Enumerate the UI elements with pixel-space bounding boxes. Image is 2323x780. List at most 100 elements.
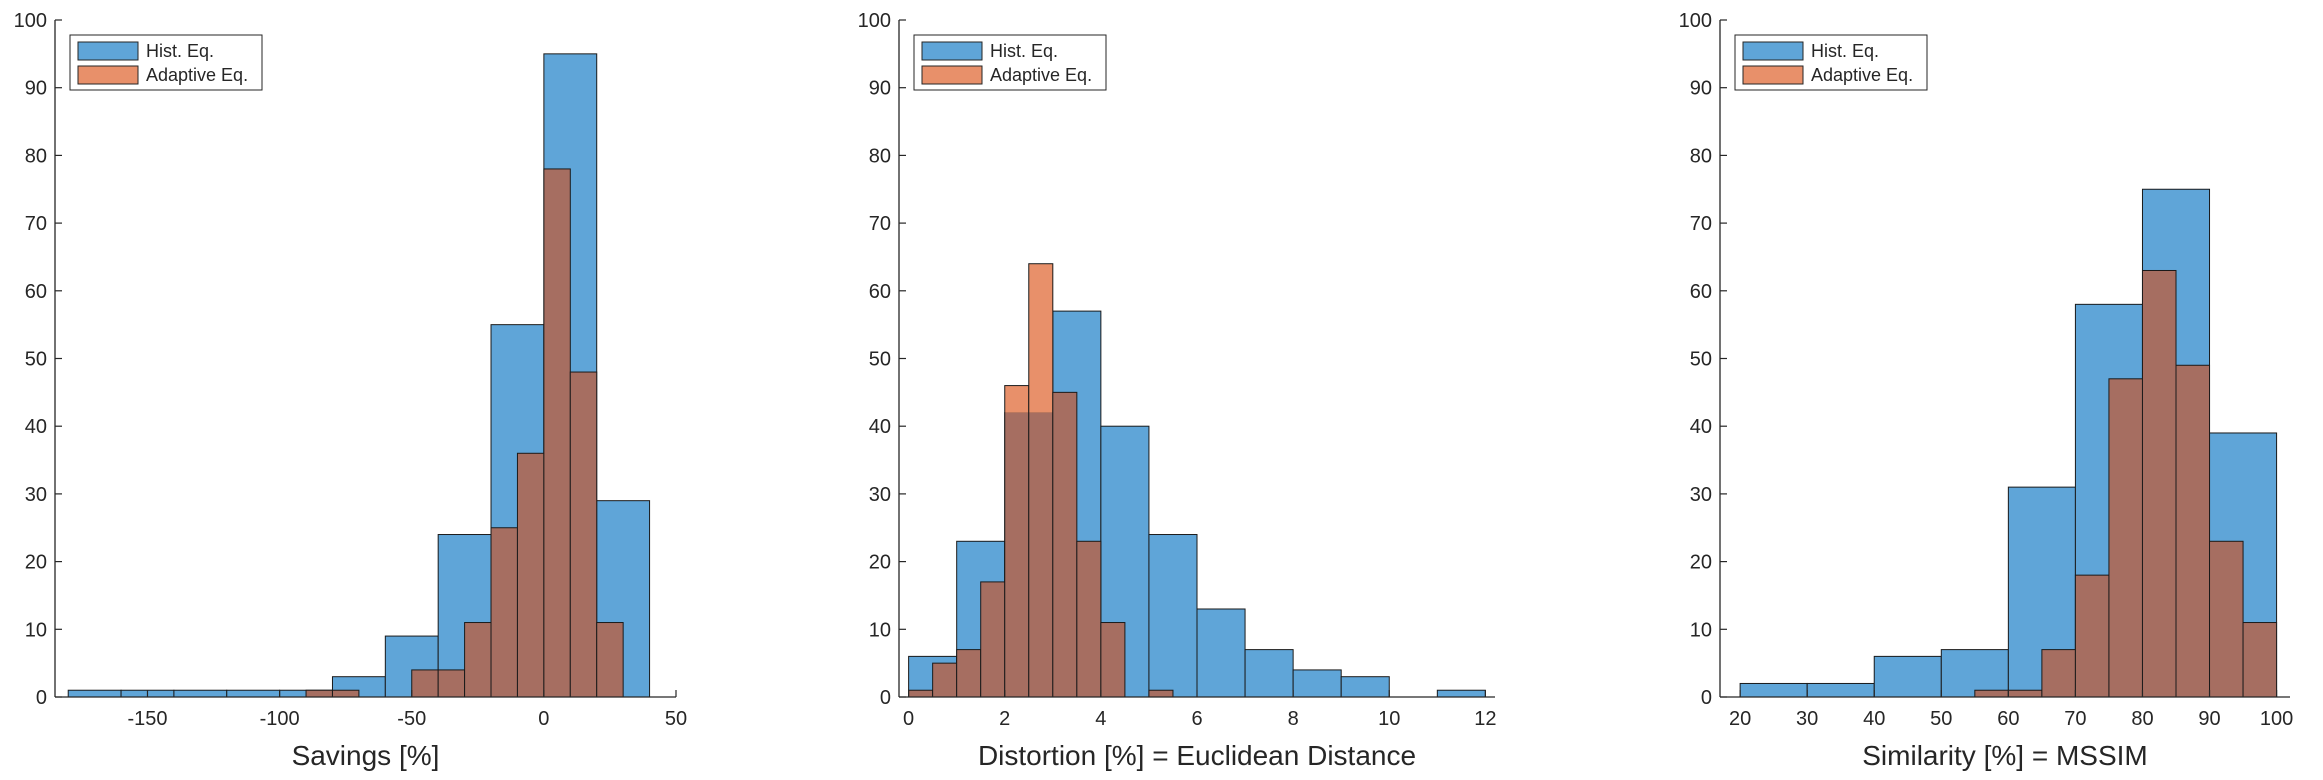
x-tick-label: -150: [127, 708, 167, 730]
x-axis-label: Distortion [%] = Euclidean Distance: [978, 740, 1416, 771]
legend-swatch: [921, 65, 983, 85]
legend-label: Hist. Eq.: [1811, 41, 1879, 61]
x-axis-label: Similarity [%] = MSSIM: [1862, 740, 2147, 771]
y-tick-label: 50: [25, 349, 47, 371]
y-tick-label: 30: [1690, 484, 1712, 506]
bars: [1739, 188, 2278, 698]
x-tick-label: 50: [1930, 708, 1952, 730]
legend: Hist. Eq. Adaptive Eq.: [69, 34, 263, 91]
y-tick-label: 0: [1701, 687, 1712, 709]
y-tick-label: 0: [880, 687, 891, 709]
y-tick-label: 10: [1690, 619, 1712, 641]
bar-overlap-4: [1004, 412, 1029, 697]
y-tick-label: 100: [1679, 10, 1712, 32]
histogram-panel-2: 0 10 20 30 40 50 60 70 80 90 100 0 2 4 6 8 10 12 Distortio…: [858, 10, 1497, 771]
bar-overlap-4: [2108, 378, 2143, 697]
bar-overlap-1: [2008, 690, 2042, 697]
bar-hist-eq-9: [1340, 676, 1390, 698]
y-tick-label: 10: [25, 619, 47, 641]
y-tick-label: 50: [1690, 349, 1712, 371]
y-tick-label: 20: [869, 552, 891, 574]
x-tick-label: 30: [1796, 708, 1818, 730]
legend-label: Hist. Eq.: [146, 41, 214, 61]
y-tick-label: 40: [869, 416, 891, 438]
y-tick-label: 30: [25, 484, 47, 506]
y-tick-label: 40: [25, 416, 47, 438]
y-tick-label: 50: [869, 349, 891, 371]
bar-hist-eq-0: [1739, 682, 1808, 698]
bar-overlap-8: [1100, 622, 1125, 697]
y-tick-label: 90: [25, 78, 47, 100]
legend-swatch: [921, 41, 983, 61]
bar-hist-eq-3: [226, 689, 281, 698]
bar-overlap-0: [1974, 690, 2009, 697]
x-tick-label: 6: [1191, 708, 1202, 730]
bar-hist-eq-2: [1873, 655, 1942, 698]
bar-hist-eq-6: [1196, 608, 1246, 698]
x-tick-label: 20: [1729, 708, 1751, 730]
x-tick-label: 60: [1997, 708, 2019, 730]
legend-label: Adaptive Eq.: [1811, 65, 1913, 85]
y-tick-label: 80: [869, 145, 891, 167]
legend-swatch: [1742, 41, 1804, 61]
legend-swatch: [77, 65, 139, 85]
bar-hist-eq-1: [1806, 682, 1875, 698]
bars: [908, 263, 1486, 698]
y-tick-label: 20: [25, 552, 47, 574]
y-tick-label: 10: [869, 619, 891, 641]
x-tick-label: 40: [1863, 708, 1885, 730]
bar-overlap-5: [1028, 412, 1053, 697]
y-tick-label: 20: [1690, 552, 1712, 574]
x-tick-label: 2: [999, 708, 1010, 730]
x-tick-label: 10: [1378, 708, 1400, 730]
y-tick-label: 60: [1690, 281, 1712, 303]
legend: Hist. Eq. Adaptive Eq.: [913, 34, 1107, 91]
x-tick-label: 4: [1095, 708, 1106, 730]
y-tick-label: 70: [1690, 213, 1712, 235]
bar-overlap-6: [2176, 365, 2210, 697]
bars: [67, 53, 651, 698]
y-tick-label: 90: [869, 78, 891, 100]
bar-overlap-10: [570, 372, 597, 697]
bar-overlap-9: [543, 168, 571, 697]
x-tick-label: 0: [903, 708, 914, 730]
legend-label: Adaptive Eq.: [990, 65, 1092, 85]
y-tick-label: 40: [1690, 416, 1712, 438]
y-tick-label: 0: [36, 687, 47, 709]
legend-swatch: [77, 41, 139, 61]
bar-overlap-5: [438, 669, 465, 697]
y-tick-label: 100: [14, 10, 47, 32]
bar-overlap-10: [1148, 690, 1173, 697]
bar-overlap-0: [306, 690, 333, 697]
bar-hist-eq-5: [1148, 534, 1198, 698]
bar-overlap-11: [596, 622, 624, 697]
bar-hist-eq-11: [1436, 689, 1486, 698]
bar-overlap-8: [517, 453, 544, 697]
legend-label: Adaptive Eq.: [146, 65, 248, 85]
y-tick-label: 70: [869, 213, 891, 235]
x-tick-label: 80: [2131, 708, 2153, 730]
y-tick-label: 60: [25, 281, 47, 303]
x-tick-label: 70: [2064, 708, 2086, 730]
bar-adaptive-eq-5: [1028, 263, 1053, 413]
histogram-panel-1: 0 10 20 30 40 50 60 70 80 90 100 -150 -100 -50 0 50 Savi…: [14, 10, 688, 771]
bar-hist-eq-3: [1940, 649, 2009, 698]
bar-hist-eq-2: [173, 689, 228, 698]
bar-overlap-0: [908, 690, 933, 697]
bar-overlap-6: [1052, 392, 1077, 697]
x-tick-label: -50: [397, 708, 426, 730]
bar-hist-eq-0: [67, 689, 122, 698]
bar-overlap-2: [956, 649, 981, 697]
x-tick-label: 90: [2198, 708, 2220, 730]
y-tick-label: 30: [869, 484, 891, 506]
bar-overlap-7: [1076, 541, 1101, 697]
legend: Hist. Eq. Adaptive Eq.: [1734, 34, 1928, 91]
x-tick-label: 0: [538, 708, 549, 730]
bar-overlap-7: [2209, 541, 2244, 697]
bar-overlap-3: [980, 581, 1005, 697]
y-tick-label: 100: [858, 10, 891, 32]
bar-overlap-1: [932, 663, 957, 697]
histogram-panel-3: 0 10 20 30 40 50 60 70 80 90 100 20 30 40 50 60 70 80 90 10…: [1679, 10, 2294, 771]
y-tick-label: 80: [1690, 145, 1712, 167]
